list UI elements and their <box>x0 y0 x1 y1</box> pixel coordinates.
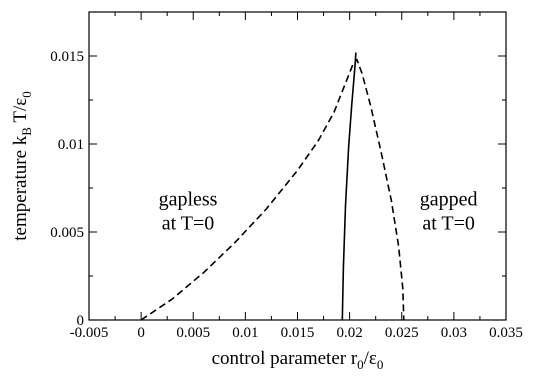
y-axis-label-sub: B <box>19 127 34 136</box>
x-tick-label: 0.005 <box>176 325 210 341</box>
x-tick-label: 0.025 <box>385 325 419 341</box>
y-axis-label-sub2: 0 <box>19 91 34 98</box>
annotation-1-line-1: at T=0 <box>422 213 475 235</box>
x-axis-label-main: control parameter r <box>212 348 358 369</box>
y-tick-label: 0.005 <box>50 225 84 241</box>
x-axis-label-tail: /ε <box>364 348 377 369</box>
axis-ticks: -0.005 0 0.005 0.01 0.015 0.02 0.025 0.03 0.0350… <box>50 11 523 341</box>
x-axis-label-sub: 0 <box>357 357 364 372</box>
annotation-0-line-1: at T=0 <box>162 213 215 235</box>
x-tick-label: 0.015 <box>281 325 315 341</box>
dashed-boundary-line <box>140 58 405 321</box>
y-axis-label-tail: T/ε <box>10 98 31 127</box>
x-tick-label: 0.035 <box>489 325 523 341</box>
y-tick-label: 0.01 <box>58 137 84 153</box>
annotation-1-line-0: gapped <box>420 189 478 211</box>
x-tick-label: 0.02 <box>337 325 363 341</box>
plot-frame <box>88 11 507 321</box>
x-tick-label: 0.01 <box>232 325 258 341</box>
y-axis-label-main: temperature k <box>10 135 31 240</box>
y-tick-label: 0.015 <box>50 49 84 65</box>
plot-area <box>140 52 405 321</box>
annotation-0-line-0: gapless <box>159 189 218 211</box>
y-tick-label: 0 <box>77 313 85 329</box>
x-tick-label: 0.03 <box>441 325 467 341</box>
solid-boundary-line <box>341 52 357 321</box>
x-axis-label-sub2: 0 <box>377 357 384 372</box>
x-tick-label: -0.005 <box>70 325 109 341</box>
y-axis-label: temperature kB T/ε0 <box>10 91 34 240</box>
x-axis-label: control parameter r0/ε0 <box>212 348 384 372</box>
x-tick-label: 0 <box>137 325 145 341</box>
